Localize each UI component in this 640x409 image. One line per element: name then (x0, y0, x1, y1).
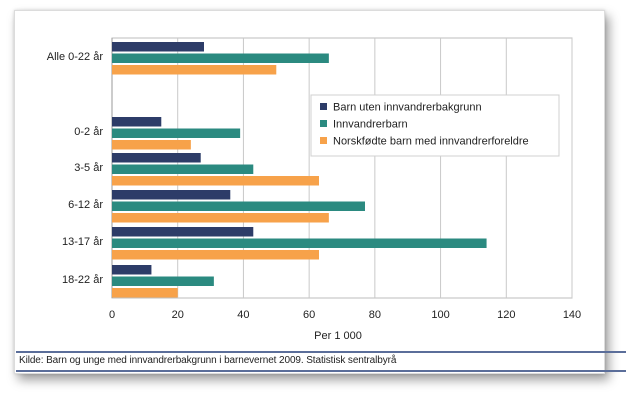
bar-13-17-år-series-1 (112, 227, 254, 237)
bar-Alle-0-22-år-series-1 (112, 42, 204, 52)
legend-swatch (320, 137, 327, 144)
x-tick-label: 140 (563, 309, 581, 321)
x-tick-label: 100 (431, 309, 449, 321)
x-tick-label: 20 (172, 309, 184, 321)
legend-swatch (320, 120, 327, 127)
category-label: 18-22 år (62, 274, 103, 286)
x-tick-labels: 0 20 40 60 80 100 120 140 (109, 309, 581, 321)
bar-0-2-år-series-1 (112, 117, 162, 127)
legend: Barn uten innvandrerbakgrunn Innvandrerba… (310, 94, 560, 157)
bar-3-5-år-series-2 (112, 164, 254, 174)
x-axis-label: Per 1 000 (314, 330, 362, 342)
legend-label: Barn uten innvandrerbakgrunn (333, 102, 482, 114)
x-tick-label: 0 (109, 309, 115, 321)
bar-3-5-år-series-1 (112, 153, 201, 163)
bar-6-12-år-series-2 (112, 201, 365, 211)
source-rule-top (16, 351, 626, 353)
x-tick-label: 80 (369, 309, 381, 321)
category-label: 6-12 år (68, 199, 103, 211)
legend-box (310, 94, 560, 157)
x-tick-label: 60 (303, 309, 315, 321)
x-tick-label: 40 (237, 309, 249, 321)
bar-6-12-år-series-3 (112, 213, 329, 223)
bar-13-17-år-series-2 (112, 238, 487, 248)
bar-0-2-år-series-3 (112, 140, 191, 150)
category-labels: Alle 0-22 år 0-2 år 3-5 år 6-12 år 13-17 år 1… (47, 51, 104, 286)
bar-0-2-år-series-2 (112, 128, 241, 138)
category-label: 3-5 år (74, 162, 103, 174)
bar-18-22-år-series-1 (112, 265, 152, 275)
bars (112, 42, 487, 298)
bar-18-22-år-series-2 (112, 276, 214, 286)
bar-13-17-år-series-3 (112, 250, 319, 260)
source-note: Kilde: Barn og unge med innvandrerbakgru… (19, 355, 397, 366)
x-tick-label: 120 (497, 309, 515, 321)
category-label: Alle 0-22 år (47, 51, 104, 63)
bar-Alle-0-22-år-series-3 (112, 65, 277, 75)
bar-3-5-år-series-3 (112, 176, 319, 186)
category-label: 13-17 år (62, 236, 103, 248)
bar-18-22-år-series-3 (112, 288, 178, 298)
legend-label: Innvandrerbarn (333, 119, 408, 131)
bar-Alle-0-22-år-series-2 (112, 53, 329, 63)
legend-label: Norskfødte barn med innvandrerforeldre (333, 136, 529, 148)
bar-6-12-år-series-1 (112, 190, 231, 200)
source-rule-bottom (16, 370, 626, 372)
category-label: 0-2 år (74, 126, 103, 138)
legend-swatch (320, 103, 327, 110)
